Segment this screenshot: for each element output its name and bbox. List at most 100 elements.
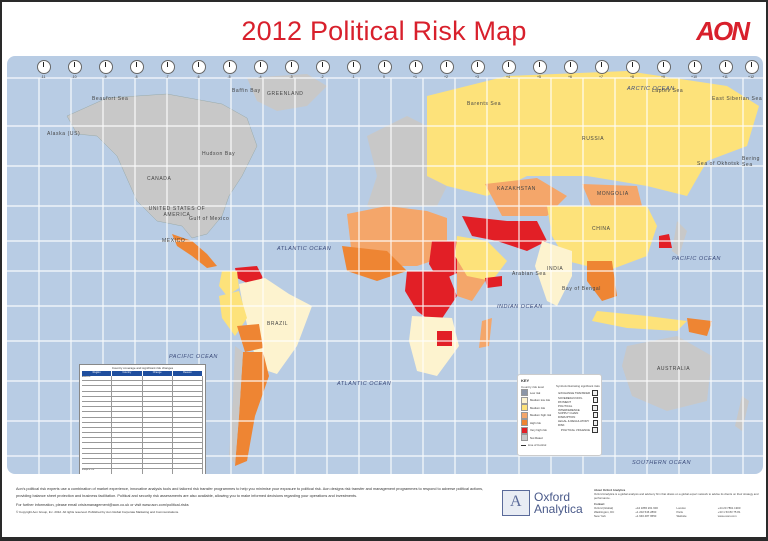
label-gulf-of-mexico: Gulf of Mexico	[189, 216, 230, 222]
oxford-emblem-icon	[502, 490, 530, 516]
key-symbol-item: POLITICAL INTERFERENCE	[558, 404, 598, 412]
table-row	[82, 386, 203, 392]
table-row	[82, 381, 203, 387]
key-symbol-item: EXCHANGE TRANSFER	[558, 389, 598, 397]
table-row	[82, 422, 203, 428]
key-symbol-item: POLITICAL VIOLENCE	[558, 427, 598, 435]
risk-symbol-icon	[592, 397, 598, 404]
key-level-item: Medium high risk	[521, 411, 551, 420]
oxford-analytica-logo: Oxford Analytica	[502, 490, 583, 516]
table-row	[82, 391, 203, 397]
table-row: Americas	[82, 376, 203, 382]
clock-icon	[161, 60, 175, 74]
risk-symbol-icon	[592, 419, 598, 426]
key-symbol-item: SOVEREIGN NON-PAYMENT	[558, 396, 598, 404]
clock-icon	[347, 60, 361, 74]
label-bay-of-bengal: Bay of Bengal	[562, 286, 601, 292]
color-swatch-icon	[521, 444, 526, 446]
risk-symbol-icon	[592, 404, 598, 411]
map-graticule	[7, 71, 763, 474]
clock-icon	[316, 60, 330, 74]
key-level-item: Medium low risk	[521, 396, 551, 405]
world-map: -11 -10 -9 -8 -7 -6 -5 -4 -3 -2 -1 0 +1 …	[7, 56, 763, 474]
label-kazakhstan: KAZAKHSTAN	[497, 186, 536, 192]
color-swatch-icon	[521, 396, 528, 404]
table-row: Europe & CIS	[82, 469, 203, 474]
clock-icon	[68, 60, 82, 74]
key-symbol-item: SUPPLY CHAIN DISRUPTION	[558, 411, 598, 419]
oxford-analytica-info: About Oxford Analytica Oxford Analytica …	[594, 488, 759, 518]
table-row	[82, 438, 203, 444]
land-zimbabwe	[437, 331, 452, 346]
clock-icon	[409, 60, 423, 74]
footer-contact: For further information, please email cr…	[16, 503, 189, 507]
label-usa: UNITED STATES OF AMERICA	[148, 206, 206, 218]
label-laptev-sea: Laptev Sea	[652, 88, 684, 94]
land-india	[535, 241, 572, 306]
table-row	[82, 464, 203, 470]
label-greenland: GREENLAND	[267, 91, 304, 97]
label-arabian-sea: Arabian Sea	[512, 271, 547, 277]
table-row	[82, 459, 203, 465]
clock-icon	[223, 60, 237, 74]
key-level-item: Line of Control	[521, 442, 551, 450]
key-level-item: Not Rated	[521, 434, 551, 442]
clock-icon	[99, 60, 113, 74]
label-russia: RUSSIA	[582, 136, 605, 142]
land-madagascar	[479, 318, 492, 348]
clock-icon	[502, 60, 516, 74]
land-peru	[219, 291, 247, 336]
color-swatch-icon	[521, 404, 528, 412]
clock-icon	[254, 60, 268, 74]
key-level-item: High risk	[521, 419, 551, 427]
land-russia	[427, 71, 759, 196]
risk-symbol-icon	[592, 427, 598, 434]
clock-icon	[533, 60, 547, 74]
table-row	[82, 396, 203, 402]
label-pacific-east: PACIFIC OCEAN	[169, 354, 218, 360]
label-barents-sea: Barents Sea	[467, 101, 502, 107]
footer-paragraph: Aon's political risk experts use a combi…	[16, 487, 484, 498]
clock-icon	[130, 60, 144, 74]
label-canada: CANADA	[147, 176, 172, 182]
color-swatch-icon	[521, 419, 528, 427]
land-new-zealand	[735, 396, 749, 431]
land-iran-region	[462, 216, 547, 251]
table-row	[82, 412, 203, 418]
land-central-africa	[405, 271, 457, 326]
clock-icon	[285, 60, 299, 74]
land-papua	[687, 318, 712, 336]
label-southern-ocean: SOUTHERN OCEAN	[632, 460, 691, 466]
land-australia	[622, 336, 712, 411]
page-title: 2012 Political Risk Map	[241, 16, 527, 46]
color-swatch-icon	[521, 411, 528, 419]
color-swatch-icon	[521, 434, 528, 442]
clock-icon	[688, 60, 702, 74]
table-header: Region Country Change Reason	[82, 371, 203, 376]
timezone-clocks: -11 -10 -9 -8 -7 -6 -5 -4 -3 -2 -1 0 +1 …	[7, 58, 763, 84]
label-indian-ocean: INDIAN OCEAN	[497, 304, 543, 310]
land-arabia	[455, 236, 507, 281]
label-pacific-west: PACIFIC OCEAN	[672, 256, 721, 262]
label-australia: AUSTRALIA	[657, 366, 691, 372]
label-baffin-bay: Baffin Bay	[232, 88, 261, 94]
key-level-item: Low risk	[521, 389, 551, 397]
land-yemen	[485, 276, 502, 288]
footer-text: Aon's political risk experts use a combi…	[16, 486, 496, 515]
risk-changes-table: Country coverage and significant risk ch…	[79, 364, 206, 474]
land-chile	[229, 346, 243, 464]
land-mongolia	[582, 184, 642, 208]
clock-icon	[440, 60, 454, 74]
label-atlantic-south: ATLANTIC OCEAN	[337, 381, 392, 387]
land-bolivia	[237, 324, 263, 352]
label-mexico: MEXICO	[162, 238, 186, 244]
label-sea-of-okhotsk: Sea of Okhotsk	[697, 161, 740, 167]
table-row	[82, 407, 203, 413]
label-china: CHINA	[592, 226, 611, 232]
label-hudson-bay: Hudson Bay	[202, 151, 236, 157]
key-level-item: Very high risk	[521, 426, 551, 435]
label-mongolia: MONGOLIA	[597, 191, 629, 197]
label-arctic-ocean: ARCTIC OCEAN	[627, 86, 675, 92]
clock-icon	[37, 60, 51, 74]
land-central-america	[172, 234, 217, 268]
